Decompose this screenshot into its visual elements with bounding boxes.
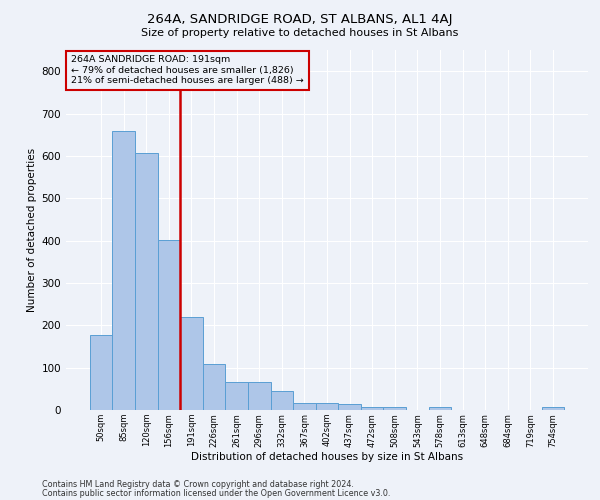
Y-axis label: Number of detached properties: Number of detached properties <box>28 148 37 312</box>
Bar <box>338 404 361 410</box>
Bar <box>293 403 316 410</box>
Bar <box>428 406 451 410</box>
Text: 264A, SANDRIDGE ROAD, ST ALBANS, AL1 4AJ: 264A, SANDRIDGE ROAD, ST ALBANS, AL1 4AJ <box>147 12 453 26</box>
X-axis label: Distribution of detached houses by size in St Albans: Distribution of detached houses by size … <box>191 452 463 462</box>
Bar <box>542 407 564 410</box>
Bar <box>226 382 248 410</box>
Bar <box>203 364 226 410</box>
Bar <box>316 403 338 410</box>
Text: Contains HM Land Registry data © Crown copyright and database right 2024.: Contains HM Land Registry data © Crown c… <box>42 480 354 489</box>
Text: 264A SANDRIDGE ROAD: 191sqm
← 79% of detached houses are smaller (1,826)
21% of : 264A SANDRIDGE ROAD: 191sqm ← 79% of det… <box>71 56 304 85</box>
Bar <box>135 153 158 410</box>
Text: Contains public sector information licensed under the Open Government Licence v3: Contains public sector information licen… <box>42 488 391 498</box>
Bar <box>361 406 383 410</box>
Bar <box>112 132 135 410</box>
Bar <box>180 317 203 410</box>
Bar <box>248 382 271 410</box>
Bar <box>90 334 112 410</box>
Text: Size of property relative to detached houses in St Albans: Size of property relative to detached ho… <box>142 28 458 38</box>
Bar <box>158 240 180 410</box>
Bar <box>383 406 406 410</box>
Bar <box>271 391 293 410</box>
